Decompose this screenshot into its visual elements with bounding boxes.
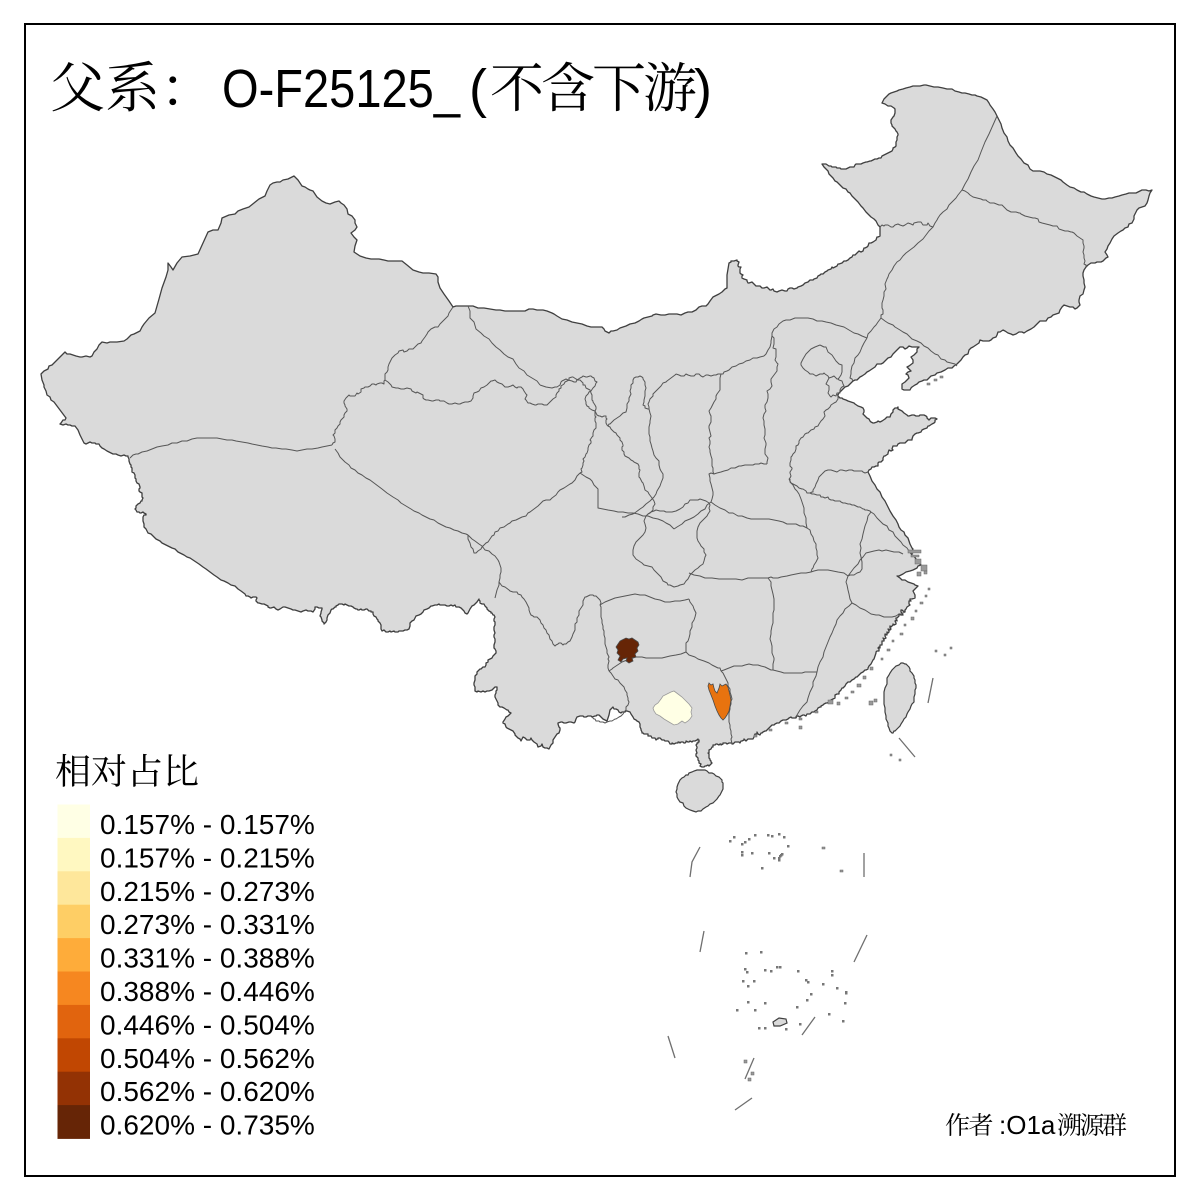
svg-text:0.620% - 0.735%: 0.620% - 0.735%	[100, 1110, 315, 1141]
svg-text:0.388% - 0.446%: 0.388% - 0.446%	[100, 976, 315, 1007]
svg-text:O-F25125_: O-F25125_	[222, 59, 461, 119]
svg-text:0.273% - 0.331%: 0.273% - 0.331%	[100, 909, 315, 940]
svg-text::O1a: :O1a	[999, 1110, 1056, 1140]
svg-text:0.331% - 0.388%: 0.331% - 0.388%	[100, 943, 315, 974]
svg-text:0.446% - 0.504%: 0.446% - 0.504%	[100, 1009, 315, 1040]
svg-text:0.562% - 0.620%: 0.562% - 0.620%	[100, 1076, 315, 1107]
svg-text:): )	[694, 59, 712, 119]
svg-text:(: (	[469, 59, 487, 119]
svg-text:0.215% - 0.273%: 0.215% - 0.273%	[100, 876, 315, 907]
svg-text:0.504% - 0.562%: 0.504% - 0.562%	[100, 1043, 315, 1074]
svg-text:0.157% - 0.157%: 0.157% - 0.157%	[100, 809, 315, 840]
svg-text:0.157% - 0.215%: 0.157% - 0.215%	[100, 842, 315, 873]
